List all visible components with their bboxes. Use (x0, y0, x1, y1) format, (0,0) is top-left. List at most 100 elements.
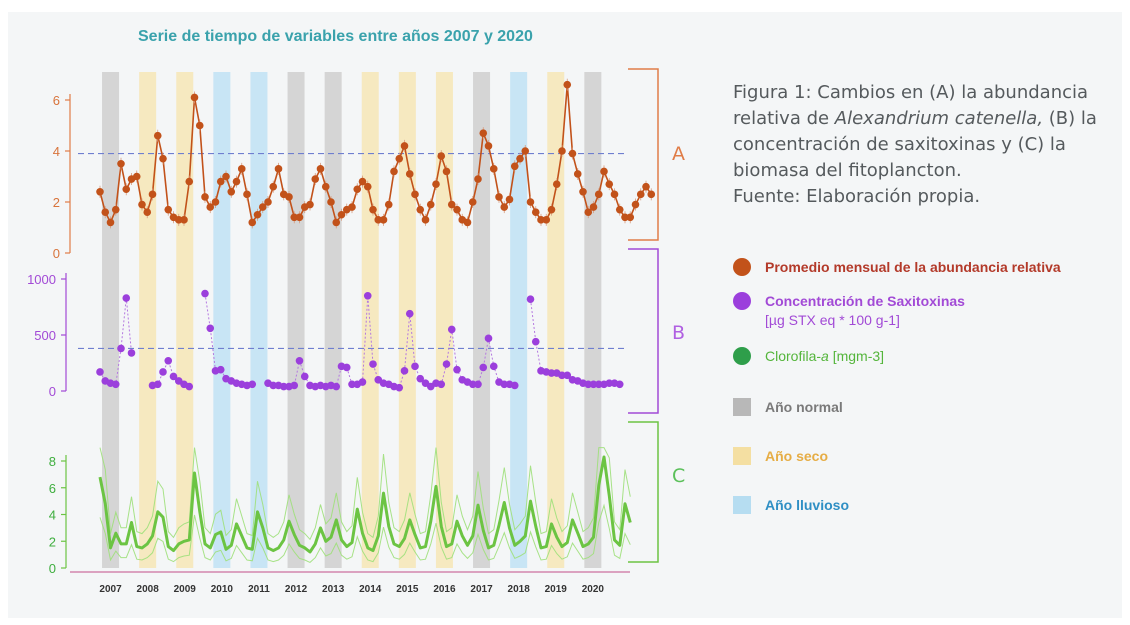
legend-normal-label: Año normal (765, 399, 843, 415)
legend-abundance-dot (733, 258, 751, 276)
year-band-lluvioso (213, 72, 231, 568)
abundance-point (290, 213, 299, 222)
abundance-point (453, 205, 461, 214)
x-tick-label: 2009 (174, 584, 197, 595)
panel-bracket (628, 421, 659, 563)
abundance-point (185, 177, 194, 186)
abundance-point (426, 200, 435, 209)
legend-abundance-label: Promedio mensual de la abundancia relati… (765, 259, 1061, 275)
abundance-point (432, 180, 440, 188)
abundance-point (631, 200, 640, 209)
y-tick-label: 4 (53, 144, 60, 159)
saxitoxin-point (159, 368, 167, 376)
saxitoxin-point (615, 380, 624, 389)
abundance-point (516, 154, 524, 163)
abundance-point (258, 203, 267, 211)
legend-saxitoxin-name: Concentración de Saxitoxinas (765, 293, 965, 309)
abundance-point (390, 167, 398, 176)
abundance-point (327, 198, 335, 206)
saxitoxin-point (484, 334, 493, 343)
abundance-point (190, 93, 199, 102)
saxitoxin-point (500, 380, 509, 389)
caption-text: relativa de (733, 108, 835, 129)
saxitoxin-point (185, 382, 194, 391)
legend-item-seco: Año seco (733, 447, 828, 466)
chlorophyll-upper-band (99, 447, 631, 541)
x-tick-label: 2011 (248, 584, 270, 595)
abundance-point (594, 190, 603, 199)
caption-line: concentración de saxitoxinas y (C) la (733, 134, 1066, 155)
abundance-point (369, 205, 377, 214)
saxitoxin-point (127, 349, 136, 357)
x-tick-label: 2007 (99, 584, 122, 595)
saxitoxin-point (558, 371, 566, 380)
abundance-point (96, 188, 104, 196)
abundance-point (521, 147, 530, 155)
saxitoxin-point (411, 362, 419, 371)
abundance-point (479, 129, 488, 137)
x-tick-label: 2014 (359, 584, 382, 595)
abundance-point (579, 188, 587, 196)
x-tick-label: 2018 (508, 584, 531, 595)
legend-item-normal: Año normal (733, 398, 843, 417)
x-tick-label: 2019 (545, 584, 568, 595)
x-tick-label: 2012 (285, 584, 308, 595)
caption-line: Fuente: Elaboración propia. (733, 186, 981, 207)
abundance-point (138, 200, 146, 209)
y-tick-label: 0 (49, 384, 56, 399)
saxitoxin-point (526, 295, 535, 303)
abundance-point (353, 185, 362, 194)
abundance-point (568, 149, 577, 158)
abundance-point (374, 216, 383, 224)
saxitoxin-point (400, 367, 409, 375)
abundance-point (489, 165, 498, 173)
saxitoxin-point (589, 380, 598, 389)
abundance-point (416, 205, 425, 214)
abundance-point (573, 170, 582, 178)
legend-normal-swatch (733, 398, 751, 416)
saxitoxin-point (206, 324, 215, 333)
saxitoxin-point (169, 372, 178, 381)
y-tick-label: 0 (53, 246, 60, 261)
saxitoxin-point (342, 363, 351, 372)
saxitoxin-point (510, 381, 519, 390)
abundance-point (159, 154, 167, 163)
abundance-point (500, 203, 509, 211)
abundance-point (642, 182, 650, 191)
legend-item-lluvioso: Año lluvioso (733, 496, 849, 515)
y-tick-label: 1000 (27, 272, 56, 287)
abundance-point (332, 218, 341, 227)
abundance-point (311, 175, 320, 183)
legend-chlorophyll-dot (733, 347, 751, 365)
caption-line: Figura 1: Cambios en (A) la abundancia (733, 82, 1089, 103)
abundance-point (195, 121, 204, 130)
chlorophyll-series-line (98, 455, 632, 554)
abundance-point (636, 190, 645, 199)
abundance-point (174, 216, 183, 224)
saxitoxin-point (479, 363, 488, 372)
year-band-normal (102, 72, 120, 568)
saxitoxin-point (279, 382, 288, 391)
saxitoxin-point (153, 380, 162, 389)
abundance-point (180, 216, 188, 224)
caption-species: Alexandrium catenella, (834, 108, 1044, 129)
legend-chlorophyll-name: Clorofila- (765, 348, 822, 364)
year-band-lluvioso (250, 72, 268, 568)
abundance-point (206, 203, 215, 211)
abundance-point (626, 213, 635, 222)
abundance-point (216, 177, 225, 186)
abundance-point (563, 80, 572, 89)
abundance-point (605, 180, 614, 188)
abundance-point (395, 154, 404, 163)
abundance-point (164, 205, 173, 214)
abundance-point (474, 175, 482, 183)
abundance-point (484, 142, 493, 150)
y-tick-label: 4 (49, 508, 56, 523)
chart-title: Serie de tiempo de variables entre años … (138, 28, 533, 45)
abundance-point (442, 167, 451, 176)
abundance-point (285, 193, 293, 201)
saxitoxin-point (216, 365, 225, 374)
panel-bracket (628, 248, 659, 414)
legend-chlorophyll-label: Clorofila-a [mgm-3] (765, 347, 884, 366)
